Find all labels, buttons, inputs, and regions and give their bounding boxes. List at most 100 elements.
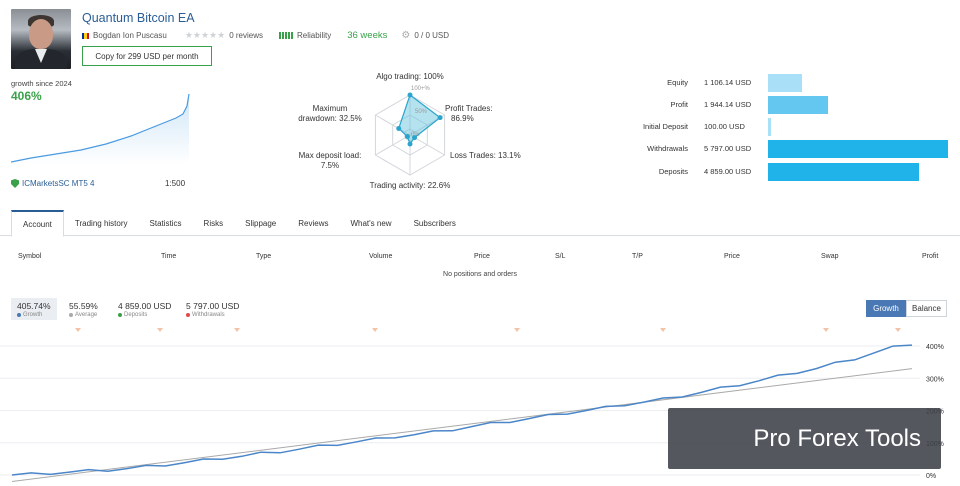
- column-header[interactable]: Time: [161, 253, 177, 260]
- broker-link[interactable]: ICMarketsSC MT5 4: [11, 179, 94, 188]
- column-header[interactable]: S/L: [555, 253, 566, 260]
- stat-label: Deposits: [118, 312, 171, 318]
- column-header[interactable]: Profit: [922, 253, 939, 260]
- column-header[interactable]: Volume: [369, 253, 393, 260]
- radar-label-profit-trades: Profit Trades: 86.9%: [445, 104, 493, 123]
- tab-what-s-new[interactable]: What's new: [350, 218, 392, 228]
- column-header[interactable]: Price: [724, 253, 740, 260]
- y-tick-label: 400%: [926, 344, 944, 351]
- stat-value: 4 859.00 USD: [118, 301, 172, 311]
- bar-label: Withdrawals: [647, 144, 688, 153]
- bar-value: 4 859.00 USD: [704, 167, 752, 176]
- deposit-marker-icon: [372, 328, 378, 332]
- mini-growth-chart: [11, 93, 190, 164]
- stat-dot-icon: [69, 313, 73, 317]
- balance-toggle-button[interactable]: Balance: [906, 300, 947, 317]
- bar-label: Deposits: [658, 167, 688, 176]
- subscribers-funds: 0 / 0 USD: [414, 31, 450, 40]
- stat-growth[interactable]: 405.74% Growth: [11, 298, 57, 320]
- growth-value: 406%: [11, 89, 42, 103]
- reviews-count[interactable]: 0 reviews: [229, 31, 263, 40]
- radar-label-drawdown: Maximum drawdown: 32.5%: [298, 104, 362, 123]
- stat-label: Growth: [17, 312, 51, 318]
- gear-icon: ⚙: [401, 30, 411, 41]
- column-header[interactable]: Price: [474, 253, 490, 260]
- radar-point-activity: [407, 141, 413, 147]
- balance-bar: [768, 74, 803, 92]
- leverage-value: 1:500: [165, 179, 186, 188]
- tab-statistics[interactable]: Statistics: [149, 218, 182, 228]
- tab-reviews[interactable]: Reviews: [298, 218, 329, 228]
- signal-title[interactable]: Quantum Bitcoin EA: [82, 11, 195, 25]
- radar-point-loss_trades: [412, 135, 418, 141]
- romania-flag-icon: [82, 32, 89, 39]
- column-header[interactable]: Swap: [821, 253, 839, 260]
- bar-label: Profit: [670, 100, 688, 109]
- tab-slippage[interactable]: Slippage: [245, 218, 277, 228]
- stat-deposits[interactable]: 4 859.00 USD Deposits: [112, 298, 177, 320]
- radar-ring-top-label: 100+%: [411, 86, 431, 92]
- bar-value: 1 106.14 USD: [704, 78, 752, 87]
- balance-bar: [768, 140, 948, 158]
- rating-stars-icon: ★★★★★: [184, 30, 226, 40]
- deposit-marker-icon: [895, 328, 901, 332]
- radar-ring-mid-label: 50%: [415, 109, 428, 115]
- deposit-marker-icon: [157, 328, 163, 332]
- bar-value: 100.00 USD: [704, 122, 745, 131]
- weeks-count: 36 weeks: [347, 30, 388, 41]
- deposit-marker-icon: [660, 328, 666, 332]
- deposit-marker-icon: [823, 328, 829, 332]
- trend-line: [11, 368, 913, 482]
- stat-withdrawals[interactable]: 5 797.00 USD Withdrawals: [180, 298, 245, 320]
- stat-value: 405.74%: [17, 301, 51, 311]
- y-tick-label: 0%: [926, 473, 936, 480]
- author-row: Bogdan Ion Puscasu ★★★★★ 0 reviews Relia…: [82, 30, 449, 41]
- radar-label-algo: Algo trading: 100%: [376, 72, 444, 81]
- radar-label-deposit-load: Max deposit load: 7.5%: [298, 151, 362, 170]
- stat-dot-icon: [17, 313, 21, 317]
- balance-bar: [768, 96, 829, 114]
- stat-label: Average: [69, 312, 98, 318]
- watermark-banner: Pro Forex Tools: [668, 408, 941, 469]
- stat-dot-icon: [118, 313, 122, 317]
- growth-toggle-button[interactable]: Growth: [866, 300, 906, 317]
- stat-value: 55.59%: [69, 301, 98, 311]
- author-avatar[interactable]: [11, 9, 71, 69]
- stat-average[interactable]: 55.59% Average: [63, 298, 104, 320]
- column-header[interactable]: Type: [256, 253, 272, 260]
- radar-ring-low-label: 0%: [411, 132, 420, 138]
- column-header[interactable]: T/P: [632, 253, 643, 260]
- tabs-bar: Account Trading history Statistics Risks Sli…: [0, 210, 960, 237]
- tab-risks[interactable]: Risks: [203, 218, 224, 228]
- growth-since-label: growth since 2024: [11, 79, 72, 88]
- mini-growth-area: [11, 94, 189, 164]
- growth-line: [11, 344, 913, 476]
- deposit-marker-icon: [234, 328, 240, 332]
- bar-label: Initial Deposit: [642, 122, 688, 131]
- reliability-label: Reliability: [296, 31, 332, 40]
- balance-bar: [768, 118, 772, 136]
- radar-axis: [375, 114, 411, 136]
- y-tick-label: 300%: [926, 376, 944, 383]
- bar-value: 5 797.00 USD: [704, 144, 752, 153]
- radar-point-drawdown: [396, 126, 402, 131]
- stat-dot-icon: [186, 313, 190, 317]
- radar-label-loss-trades: Loss Trades: 13.1%: [450, 151, 521, 160]
- broker-name[interactable]: ICMarketsSC MT5 4: [22, 179, 95, 188]
- author-name[interactable]: Bogdan Ion Puscasu: [93, 31, 167, 40]
- deposit-marker-icon: [75, 328, 81, 332]
- radar-chart: 50% 100+% 0%: [374, 86, 446, 176]
- mini-growth-line: [11, 93, 190, 163]
- bar-value: 1 944.14 USD: [704, 100, 752, 109]
- column-header[interactable]: Symbol: [18, 253, 42, 260]
- tab-trading-history[interactable]: Trading history: [74, 218, 128, 228]
- tab-subscribers[interactable]: Subscribers: [413, 218, 456, 228]
- shield-icon: [11, 179, 19, 188]
- tab-account[interactable]: Account: [11, 210, 64, 237]
- balance-bar: [768, 163, 919, 181]
- copy-button[interactable]: Copy for 299 USD per month: [82, 46, 212, 66]
- radar-point-deposit_load: [404, 134, 410, 139]
- radar-label-activity: Trading activity: 22.6%: [369, 181, 451, 190]
- deposit-marker-icon: [514, 328, 520, 332]
- radar-point-algo: [407, 92, 413, 98]
